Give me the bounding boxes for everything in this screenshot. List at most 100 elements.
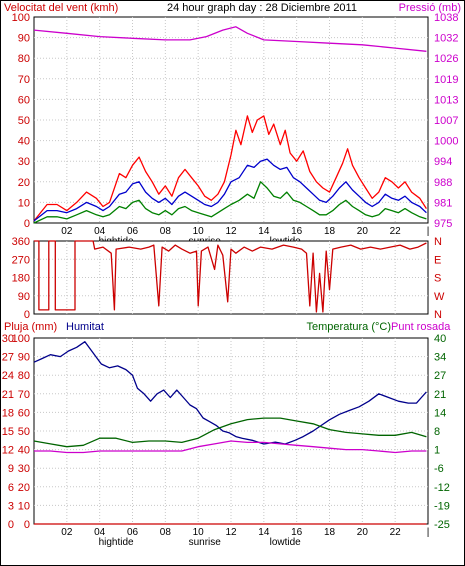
panel-2-left-tick-label: 20 (18, 482, 30, 494)
panel-2-left-tick-label: 40 (18, 445, 30, 457)
panel-1-left-tick-label: 0 (24, 309, 30, 321)
panel-1-right-tick-label: E (434, 254, 441, 266)
panel-0-right-tick-label: 1000 (434, 136, 458, 148)
panel-2-right-tick-label: 40 (434, 333, 446, 345)
panel-0-x-tick-label: 12 (225, 226, 237, 237)
temperature-axis-label: Temperatura (°C) (307, 321, 391, 333)
rain-tick-label: 9 (8, 463, 14, 475)
panel-2-x-tick-label: 20 (357, 527, 369, 538)
rain-tick-label: 12 (2, 445, 14, 457)
series-temperature-line (33, 417, 427, 448)
rain-tick-label: 18 (2, 407, 14, 419)
panel-2-x-sub-label: hightide (99, 537, 134, 548)
panel-0-x-tick-label: 20 (357, 226, 369, 237)
panel-0-x-tick-label: | (427, 226, 430, 237)
panel-2-right-tick-label: 14 (434, 407, 446, 419)
panel-0-left-tick-label: 60 (18, 94, 30, 106)
panel-0-x-tick-label: 22 (390, 226, 402, 237)
panel-0-x-tick-label: 02 (61, 226, 73, 237)
panel-2-left-tick-label: 10 (18, 500, 30, 512)
panel-1-left-tick-label: 180 (12, 273, 30, 285)
panel-0-left-tick-label: 80 (18, 53, 30, 65)
panel-2-left-tick-label: 50 (18, 426, 30, 438)
panel-2-x-sub-label: sunrise (189, 537, 222, 548)
rain-tick-label: 24 (2, 370, 14, 382)
panel-1-right-tick-label: N (434, 309, 442, 321)
panel-2-x-tick-label: 04 (94, 527, 106, 538)
panel-2-x-tick-label: 10 (193, 527, 205, 538)
panel-0-right-tick-label: 988 (434, 177, 452, 189)
panel-2-right-tick-label: -6 (434, 463, 444, 475)
panel-0-right-tick-label: 1032 (434, 33, 458, 45)
series-min-line (33, 181, 427, 224)
series-pressure-line (33, 26, 427, 52)
rain-tick-label: 27 (2, 352, 14, 364)
panel-0-x-tick-label: 14 (258, 226, 270, 237)
panel-0-right-tick-label: 994 (434, 156, 452, 168)
humidity-axis-label: Humitat (66, 321, 104, 333)
panel-0-right-tick-label: 981 (434, 197, 452, 209)
panel-1-right-tick-label: S (434, 273, 441, 285)
panel-0-right-tick-label: 1026 (434, 53, 458, 65)
panel-2-x-tick-label: 12 (225, 527, 237, 538)
panel-0-left-tick-label: 20 (18, 177, 30, 189)
rain-tick-label: 3 (8, 500, 14, 512)
panel-2-right-tick-label: 21 (434, 389, 446, 401)
panel-1-left-tick-label: 270 (12, 254, 30, 266)
panel-1-left-tick-label: 90 (18, 291, 30, 303)
panel-0-left-tick-label: 70 (18, 74, 30, 86)
panel-1-left-tick-label: 360 (12, 236, 30, 248)
panel-2-right-tick-label: -12 (434, 482, 450, 494)
panel-2-x-tick-label: 02 (61, 527, 73, 538)
panel-2-left-tick-label: 70 (18, 389, 30, 401)
panel-2-x-tick-label: | (427, 527, 430, 538)
pressure-axis-label: Pressió (mb) (399, 2, 461, 14)
rain-tick-label: 6 (8, 482, 14, 494)
panel-2-right-tick-label: -19 (434, 500, 450, 512)
panel-2-x-tick-label: 08 (160, 527, 172, 538)
series-avg-line (33, 158, 427, 222)
panel-0-x-tick-label: 06 (127, 226, 139, 237)
panel-0-left-tick-label: 0 (24, 218, 30, 230)
panel-2-left-tick-label: 30 (18, 463, 30, 475)
rain-axis-label: Pluja (mm) (4, 321, 57, 333)
rain-tick-label: 21 (2, 389, 14, 401)
series-dewpoint-line (34, 440, 427, 454)
panel-0-right-tick-label: 1019 (434, 74, 458, 86)
panel-0-left-tick-label: 90 (18, 33, 30, 45)
dewpoint-axis-label: Punt rosada (391, 321, 451, 333)
panel-2-right-tick-label: 34 (434, 352, 446, 364)
panel-2-left-tick-label: 90 (18, 352, 30, 364)
panel-2-right-tick-label: 8 (434, 426, 440, 438)
panel-1-right-tick-label: W (434, 291, 445, 303)
panel-2-right-tick-label: 1 (434, 445, 440, 457)
panel-0-x-tick-label: 16 (291, 226, 303, 237)
panel-0-left-tick-label: 40 (18, 136, 30, 148)
rain-tick-label: 0 (8, 519, 14, 531)
series-gust-line (33, 115, 427, 222)
panel-2-left-tick-label: 60 (18, 407, 30, 419)
panel-2-right-tick-label: 27 (434, 370, 446, 382)
panel-2-x-tick-label: 16 (291, 527, 303, 538)
panel-2-x-sub-label: lowtide (270, 537, 302, 548)
panel-0-left-tick-label: 50 (18, 115, 30, 127)
wind-axis-label: Velocitat del vent (kmh) (4, 2, 118, 14)
panel-0-right-tick-label: 975 (434, 218, 452, 230)
panel-2-x-tick-label: 06 (127, 527, 139, 538)
series-direction-line (34, 240, 427, 313)
panel-0-right-tick-label: 1007 (434, 115, 458, 127)
panel-0-x-tick-label: 08 (160, 226, 172, 237)
panel-2-left-tick-label: 80 (18, 370, 30, 382)
panel-0-x-tick-label: 18 (324, 226, 336, 237)
panel-2-x-tick-label: 22 (390, 527, 402, 538)
panel-2-x-tick-label: 18 (324, 527, 336, 538)
panel-0-x-tick-label: 10 (193, 226, 205, 237)
panel-2-x-tick-label: 14 (258, 527, 270, 538)
rain-tick-label: 15 (2, 426, 14, 438)
panel-2-left-tick-label: 100 (12, 333, 30, 345)
panel-0-left-tick-label: 30 (18, 156, 30, 168)
panel-0-left-tick-label: 10 (18, 197, 30, 209)
panel-0-left-tick-label: 100 (12, 12, 30, 24)
panel-0-right-tick-label: 1013 (434, 94, 458, 106)
